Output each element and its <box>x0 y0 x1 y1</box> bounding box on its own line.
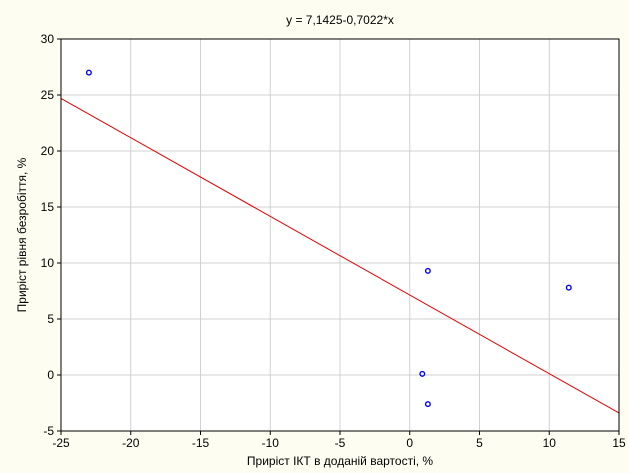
x-axis-title: Приріст ІКТ в доданій вартості, % <box>247 454 433 468</box>
x-tick-label: 10 <box>543 436 557 450</box>
y-tick-label: 20 <box>41 144 55 158</box>
data-point <box>565 284 572 291</box>
plot-border <box>60 38 620 432</box>
y-tick-label: 30 <box>41 32 55 46</box>
y-tick-label: 15 <box>41 200 55 214</box>
data-points <box>85 69 572 408</box>
grid-lines <box>61 39 619 431</box>
x-tick-label: 5 <box>476 436 483 450</box>
x-tick-label: 15 <box>612 436 626 450</box>
regression-line-group <box>60 97 620 414</box>
y-axis-title: Приріст рівня безробіття, % <box>15 157 29 312</box>
x-tick-label: -25 <box>52 436 70 450</box>
data-point <box>424 401 431 408</box>
y-tick-label: 10 <box>41 256 55 270</box>
y-tick-label: 5 <box>47 312 54 326</box>
data-point <box>419 370 426 377</box>
x-tick-label: 0 <box>406 436 413 450</box>
y-tick-label: 0 <box>47 368 54 382</box>
x-tick-label: -10 <box>262 436 280 450</box>
axis-ticks: -25 -20 -15 -10 -5 0 5 10 15 -5 0 5 10 15 20 25 30 <box>41 32 626 450</box>
x-tick-label: -15 <box>192 436 210 450</box>
y-tick-label: -5 <box>43 424 54 438</box>
regression-line <box>60 97 620 414</box>
data-point <box>424 267 431 274</box>
chart-title: y = 7,1425-0,7022*x <box>286 13 394 27</box>
y-tick-label: 25 <box>41 88 55 102</box>
x-tick-label: -20 <box>122 436 140 450</box>
x-tick-label: -5 <box>335 436 346 450</box>
data-point <box>85 69 92 76</box>
